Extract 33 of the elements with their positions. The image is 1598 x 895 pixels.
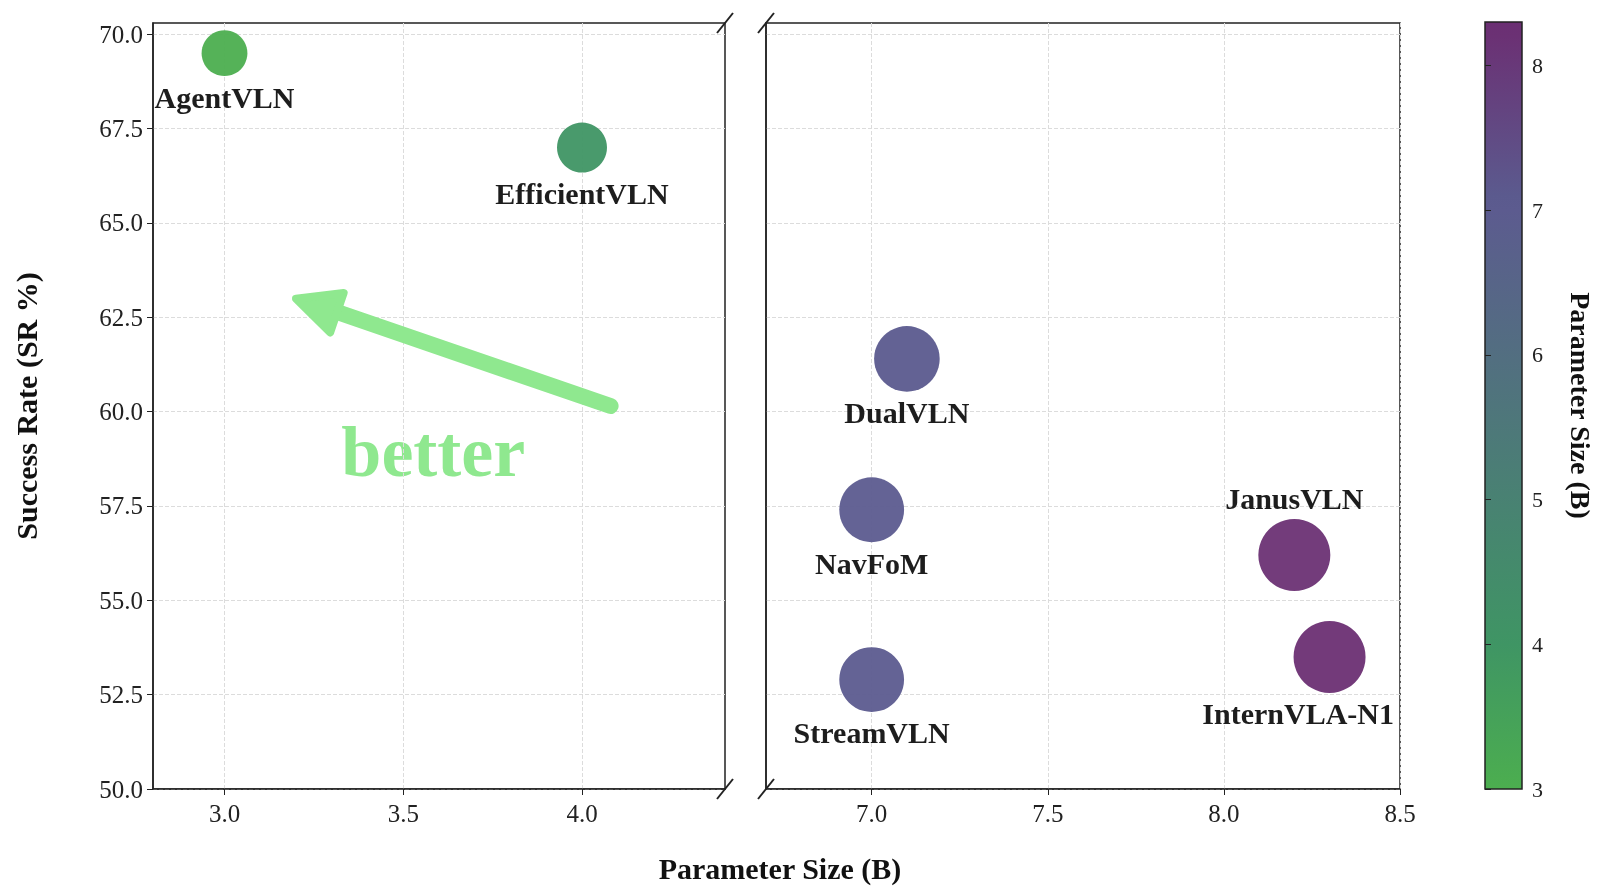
y-tick-label: 67.5 — [99, 115, 143, 143]
annotation: JanusVLN — [1225, 481, 1364, 515]
y-tick-label: 50.0 — [99, 775, 143, 803]
x-tick-label: 4.0 — [566, 800, 598, 827]
annotation: AgentVLN — [154, 80, 295, 114]
color-bar-label: 6 — [1532, 342, 1543, 368]
annotation: NavFoM — [815, 546, 929, 580]
y-tick-label: 60.0 — [99, 398, 143, 426]
y-tick-label: 65.0 — [99, 209, 143, 237]
color-bar-label: 3 — [1532, 776, 1543, 802]
y-tick-label: 57.5 — [99, 492, 143, 520]
x-tick-label: 7.0 — [856, 800, 888, 827]
annotation: better — [341, 411, 526, 492]
x-axis-title: Parameter Size (B) — [657, 852, 903, 886]
annotation: EfficientVLN — [495, 177, 669, 211]
annotation: DualVLN — [844, 396, 970, 430]
y-tick-label: 52.5 — [99, 681, 143, 709]
x-tick-label: 3.0 — [208, 800, 241, 827]
y-tick-label: 70.0 — [99, 20, 143, 48]
color-bar-title: Parameter Size (B) — [1564, 292, 1596, 519]
color-bar-label: 4 — [1532, 631, 1543, 657]
color-bar-label: 7 — [1532, 197, 1543, 223]
y-axis-title: Success Rate (SR %) — [9, 272, 44, 540]
color-bar-label: 8 — [1532, 52, 1543, 78]
x-tick-label: 3.5 — [387, 800, 419, 827]
annotation: InternVLA-N1 — [1202, 697, 1394, 731]
x-tick-label: 8.0 — [1208, 800, 1240, 827]
annotation: StreamVLN — [793, 716, 951, 750]
y-tick-label: 62.5 — [99, 303, 143, 331]
color-bar-label: 5 — [1532, 487, 1543, 513]
x-tick-label: 7.5 — [1032, 800, 1064, 827]
x-tick-label: 8.5 — [1384, 800, 1416, 827]
y-tick-label: 55.0 — [99, 586, 143, 614]
